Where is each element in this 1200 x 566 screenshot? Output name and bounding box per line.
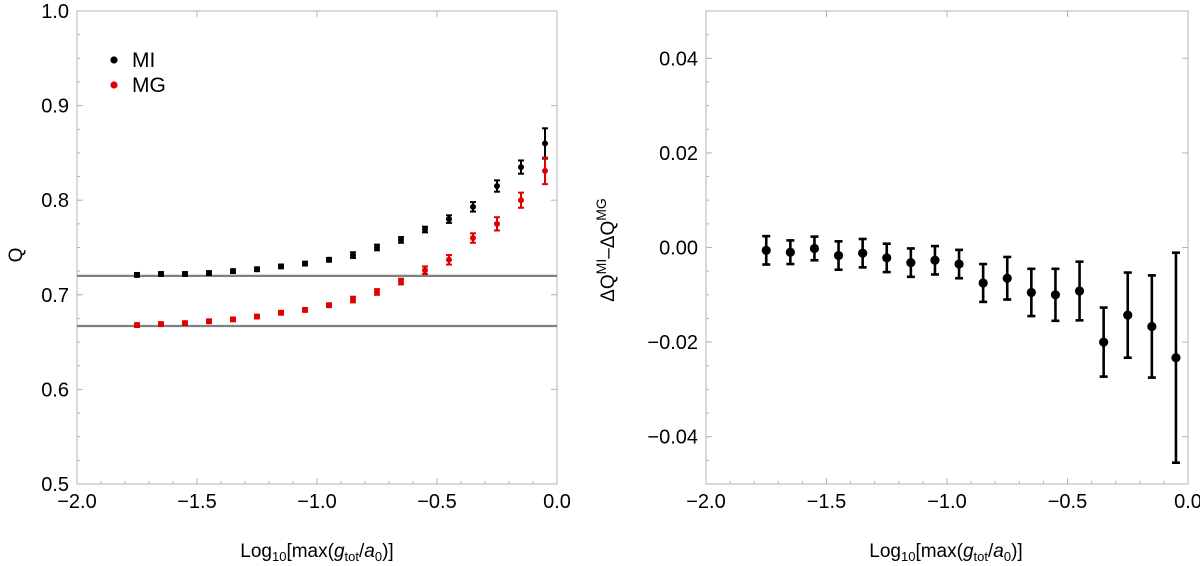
legend-mg-label: MG xyxy=(132,74,166,97)
data-point-mg xyxy=(182,320,188,327)
left-legend: MI MG xyxy=(110,49,166,97)
left-x-tick-label: −1.0 xyxy=(297,491,336,513)
data-point-mg xyxy=(158,321,164,328)
right-y-tick-label: 0.00 xyxy=(659,238,698,260)
data-point-mi xyxy=(302,260,308,267)
data-point-mg xyxy=(422,267,428,274)
left-x-tick-label: −1.5 xyxy=(177,491,216,513)
left-y-axis-label: Q xyxy=(6,248,27,263)
left-axis-ticks: −2.0 −1.5 −1.0 −0.5 0.0 0.5 0.6 0.7 0.8 0.9 1.0 xyxy=(41,1,571,513)
data-point-q xyxy=(785,247,795,257)
right-x-tick-label: −0.5 xyxy=(1048,491,1087,513)
data-point-mi xyxy=(470,203,476,210)
right-y-axis-label: ΔQMI–ΔQMG xyxy=(593,198,619,302)
data-point-mi xyxy=(206,270,212,277)
right-x-tick-label: −2.0 xyxy=(686,491,725,513)
left-x-tick-label: −2.0 xyxy=(57,491,96,513)
data-point-mi xyxy=(182,270,188,277)
right-axis-ticks: −2.0 −1.5 −1.0 −0.5 0.0 −0.04 −0.02 0.00 0.02 0.0… xyxy=(647,10,1200,513)
data-point-mg xyxy=(326,302,332,309)
data-point-q xyxy=(978,278,988,288)
data-point-q xyxy=(1147,321,1157,332)
data-point-mg xyxy=(206,318,212,325)
data-point-q xyxy=(1099,337,1109,347)
left-y-tick-label: 0.8 xyxy=(41,190,69,212)
right-y-tick-label: 0.04 xyxy=(659,48,698,70)
right-panel: −2.0 −1.5 −1.0 −0.5 0.0 −0.04 −0.02 0.00 0.02 0.0… xyxy=(593,10,1200,564)
data-point-mi xyxy=(494,183,500,190)
data-point-mi xyxy=(254,266,260,273)
data-point-q xyxy=(858,248,868,258)
data-point-mi xyxy=(326,256,332,263)
data-point-q xyxy=(1050,290,1061,300)
left-x-axis-label: Log10[max(gtot/a0)] xyxy=(240,541,393,564)
left-panel: −2.0 −1.5 −1.0 −0.5 0.0 0.5 0.6 0.7 0.8 0.9 1.0 MI… xyxy=(6,1,571,564)
data-point-mg xyxy=(302,306,308,313)
data-point-mi xyxy=(278,263,284,270)
data-point-mi xyxy=(350,252,356,259)
right-x-tick-label: −1.5 xyxy=(807,491,846,513)
data-point-mi xyxy=(230,268,236,275)
data-point-mg xyxy=(134,322,140,329)
right-x-tick-label: −1.0 xyxy=(927,491,966,513)
left-y-tick-label: 0.7 xyxy=(41,285,69,307)
data-point-q xyxy=(809,243,820,254)
data-point-mi xyxy=(446,216,452,223)
left-y-tick-label: 0.5 xyxy=(41,474,69,496)
data-point-q xyxy=(1123,310,1133,320)
data-point-mg xyxy=(542,167,548,174)
data-point-mi xyxy=(134,271,140,278)
data-point-mi xyxy=(158,270,164,277)
right-plot-frame xyxy=(705,10,1189,485)
left-x-tick-label: 0.0 xyxy=(543,491,571,513)
data-point-q xyxy=(954,259,964,269)
data-point-q xyxy=(1171,353,1181,363)
right-y-tick-label: 0.02 xyxy=(659,143,698,165)
data-point-mg xyxy=(278,309,284,316)
data-point-q xyxy=(1002,273,1012,283)
data-point-q xyxy=(930,255,940,265)
data-point-mi xyxy=(374,244,380,251)
data-point-mg xyxy=(398,278,404,285)
right-data-marks xyxy=(761,234,1181,465)
right-y-tick-label: −0.02 xyxy=(647,332,698,354)
data-point-mg xyxy=(230,316,236,323)
data-point-q xyxy=(1074,286,1085,296)
data-point-mi xyxy=(518,164,524,171)
data-point-mg xyxy=(470,235,476,242)
legend-mi-label: MI xyxy=(132,49,155,72)
right-y-tick-label: −0.04 xyxy=(647,427,698,449)
data-point-mi xyxy=(398,236,404,243)
left-data-marks xyxy=(134,127,548,329)
data-point-mg xyxy=(446,256,452,263)
left-y-tick-label: 0.9 xyxy=(41,96,69,118)
data-point-mg xyxy=(518,197,524,204)
left-reference-lines xyxy=(77,274,557,328)
data-point-q xyxy=(761,245,771,255)
data-point-mg xyxy=(494,220,500,227)
right-x-tick-label: 0.0 xyxy=(1174,491,1200,513)
data-point-q xyxy=(906,258,916,268)
left-y-tick-label: 1.0 xyxy=(41,1,69,23)
legend-mg-marker xyxy=(110,81,118,89)
data-point-mi xyxy=(422,226,428,233)
data-point-q xyxy=(833,250,844,261)
right-x-axis-label: Log10[max(gtot/a0)] xyxy=(869,541,1022,564)
data-point-mi xyxy=(542,140,548,147)
data-point-q xyxy=(1026,287,1036,298)
data-point-mg xyxy=(350,296,356,303)
data-point-q xyxy=(882,253,892,263)
data-point-mg xyxy=(254,313,260,320)
legend-mi-marker xyxy=(110,56,118,64)
data-point-mg xyxy=(374,288,380,295)
left-y-tick-label: 0.6 xyxy=(41,379,69,401)
left-x-tick-label: −0.5 xyxy=(417,491,456,513)
